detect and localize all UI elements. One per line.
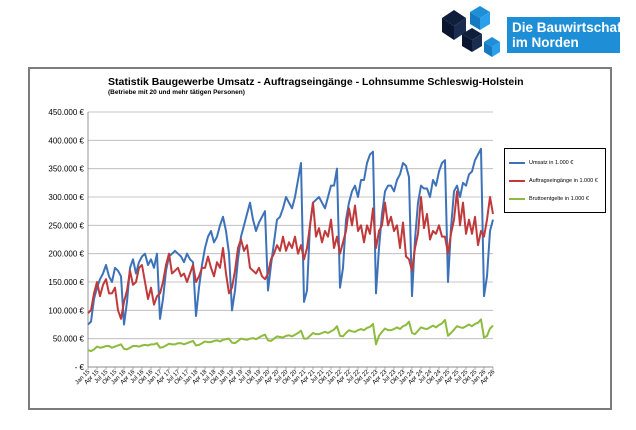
- brand-badge: Die Bauwirtschaft im Norden: [507, 17, 627, 53]
- series-lines: [87, 147, 494, 353]
- cube-cluster-icon: [442, 6, 500, 57]
- y-tick-label: 100.000 €: [48, 306, 84, 315]
- y-tick-label: 400.000 €: [48, 136, 84, 145]
- y-tick-label: 350.000 €: [48, 165, 84, 174]
- legend-swatch: [509, 162, 525, 164]
- brand-line-1: Die Bauwirtschaft: [512, 20, 627, 35]
- legend-label: Umsatz in 1.000 €: [529, 160, 574, 166]
- y-tick-label: 200.000 €: [48, 250, 84, 259]
- series-line-1: [87, 190, 494, 320]
- brand-logo: Die Bauwirtschaft im Norden: [440, 4, 627, 62]
- series-line-2: [87, 318, 494, 353]
- chart-subtitle: (Betriebe mit 20 und mehr tätigen Person…: [108, 89, 245, 96]
- y-tick-label: 250.000 €: [48, 221, 84, 230]
- line-chart: - € 50.000 € 100.000 € 150.000 € 200.000 € 25…: [48, 108, 497, 386]
- legend-item: Bruttoentgelte in 1.000 €: [509, 193, 589, 205]
- legend-label: Bruttoentgelte in 1.000 €: [529, 196, 589, 202]
- y-tick-label: 300.000 €: [48, 193, 84, 202]
- y-tick-label: 450.000 €: [48, 108, 84, 117]
- legend-label: Auftragseingänge in 1.000 €: [529, 178, 598, 184]
- y-tick-label: 150.000 €: [48, 278, 84, 287]
- chart-frame: Statistik Baugewerbe Umsatz - Auftragsei…: [28, 67, 612, 410]
- y-tick-label: 50.000 €: [53, 335, 85, 344]
- legend-item: Umsatz in 1.000 €: [509, 157, 573, 169]
- y-tick-label: - €: [75, 363, 85, 372]
- gridlines: [88, 111, 493, 368]
- y-axis: - € 50.000 € 100.000 € 150.000 € 200.000 € 25…: [48, 108, 89, 372]
- legend-swatch: [509, 198, 525, 200]
- series-line-0: [87, 147, 494, 326]
- brand-line-2: im Norden: [512, 35, 579, 50]
- legend: Umsatz in 1.000 € Auftragseingänge in 1.0…: [504, 148, 606, 213]
- legend-swatch: [509, 180, 525, 182]
- chart-title: Statistik Baugewerbe Umsatz - Auftragsei…: [108, 76, 524, 88]
- legend-item: Auftragseingänge in 1.000 €: [509, 175, 598, 187]
